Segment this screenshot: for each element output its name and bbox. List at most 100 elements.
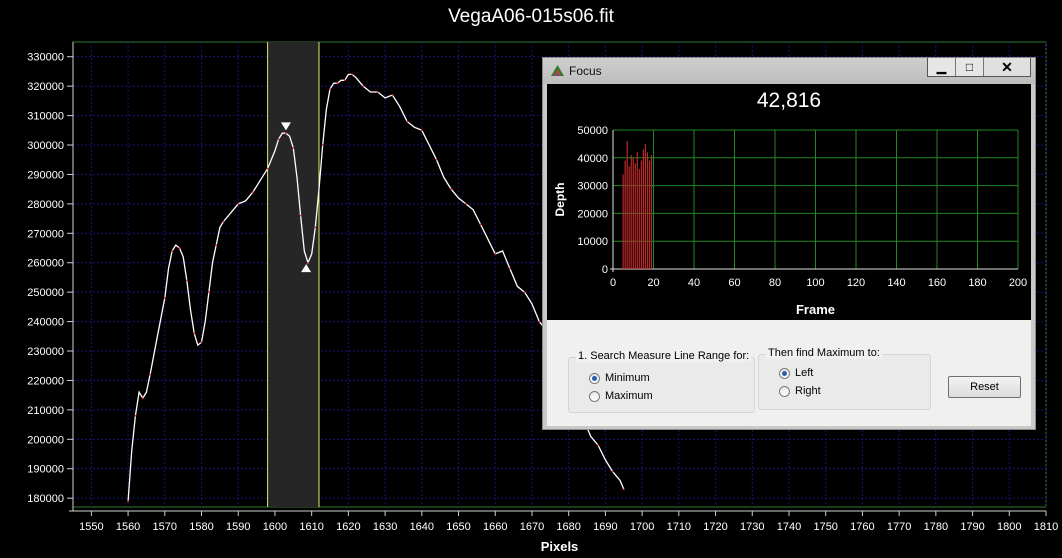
minimum-marker [301, 264, 312, 273]
x-tick-label: 1650 [446, 521, 470, 533]
y-tick-label: 250000 [27, 287, 64, 299]
focus-display: 0 20 40 60 80 100 120 140 160 180 200 0 10000 20000 30… [547, 84, 1031, 320]
depth-x-tick-label: 120 [847, 277, 865, 289]
search-range-group: 1. Search Measure Line Range for: Minimu… [568, 350, 755, 413]
profile-point [222, 220, 225, 223]
y-tick-label: 210000 [27, 405, 64, 417]
depth-x-axis-label: Frame [796, 302, 835, 317]
depth-x-tick-label: 140 [887, 277, 905, 289]
radio-minimum[interactable]: Minimum [589, 372, 650, 384]
close-button[interactable]: ✕ [984, 58, 1031, 76]
profile-point [141, 397, 144, 400]
depth-bar [638, 168, 640, 269]
y-tick-label: 280000 [27, 199, 64, 211]
depth-y-tick-label: 10000 [577, 236, 608, 248]
radio-maximum-indicator[interactable] [589, 390, 600, 402]
x-tick-label: 1700 [630, 521, 654, 533]
profile-point [321, 144, 324, 146]
profile-point [200, 341, 203, 344]
depth-bar [628, 166, 630, 269]
depth-y-axis-label: Depth [553, 183, 567, 217]
profile-point [134, 414, 137, 417]
radio-maximum[interactable]: Maximum [589, 390, 653, 402]
search-range-group-title: 1. Search Measure Line Range for: [576, 350, 752, 362]
profile-point [479, 223, 482, 226]
y-tick-label: 300000 [27, 140, 64, 152]
x-tick-label: 1580 [189, 521, 213, 533]
profile-point [597, 444, 599, 447]
depth-y-tick-label: 30000 [577, 181, 608, 193]
focus-window[interactable]: Focus ▁ □ ✕ 0 20 40 60 80 100 120 140 160 180 200 0… [542, 57, 1036, 430]
x-tick-label: 1800 [997, 521, 1021, 533]
profile-point [351, 73, 353, 76]
y-tick-label: 200000 [27, 434, 64, 446]
profile-point [622, 488, 625, 491]
depth-bar [632, 157, 634, 269]
profile-point [185, 279, 188, 282]
radio-minimum-indicator[interactable] [589, 372, 600, 384]
x-tick-label: 1680 [556, 521, 580, 533]
x-tick-label: 1670 [520, 521, 544, 533]
profile-point [435, 158, 438, 161]
depth-bar [650, 155, 653, 269]
profile-point [215, 244, 218, 246]
profile-point [237, 202, 240, 205]
profile-line [127, 73, 625, 502]
radio-left[interactable]: Left [779, 367, 813, 379]
minimize-button[interactable]: ▁ [928, 58, 957, 76]
depth-bar [642, 149, 644, 269]
depth-x-tick-label: 0 [610, 277, 616, 289]
x-tick-label: 1740 [777, 521, 801, 533]
depth-chart: 0 20 40 60 80 100 120 140 160 180 200 0 10000 20000 30… [553, 125, 1027, 317]
profile-point [523, 291, 526, 294]
y-tick-label: 320000 [27, 81, 64, 93]
profile-point [307, 261, 309, 264]
profile-point [127, 500, 129, 503]
x-tick-label: 1790 [960, 521, 984, 533]
radio-left-indicator[interactable] [779, 367, 790, 379]
x-tick-label: 1770 [887, 521, 911, 533]
profile-point [343, 79, 346, 82]
depth-x-tick-label: 200 [1009, 277, 1027, 289]
focus-window-body: 0 20 40 60 80 100 120 140 160 180 200 0 10000 20000 30… [547, 84, 1031, 426]
x-tick-label: 1750 [813, 521, 837, 533]
x-tick-label: 1640 [410, 521, 434, 533]
depth-bar [640, 160, 642, 269]
y-tick-label: 290000 [27, 169, 64, 181]
x-tick-label: 1780 [924, 521, 948, 533]
chart-title: VegaA06-015s06.fit [448, 6, 614, 27]
profile-point [171, 250, 174, 252]
maximize-button[interactable]: □ [956, 58, 985, 76]
profile-point [163, 297, 166, 299]
depth-bar [648, 160, 651, 269]
x-tick-label: 1600 [263, 521, 287, 533]
depth-bar [624, 160, 626, 269]
y-tick-label: 230000 [27, 346, 64, 358]
depth-x-tick-label: 40 [688, 277, 700, 289]
x-tick-label: 1810 [1034, 521, 1058, 533]
depth-bar [630, 155, 632, 269]
profile-point [450, 188, 453, 191]
y-tick-label: 260000 [27, 258, 64, 270]
x-tick-label: 1760 [850, 521, 874, 533]
focus-window-titlebar[interactable]: Focus ▁ □ ✕ [543, 58, 1035, 84]
depth-x-tick-label: 100 [806, 277, 824, 289]
profile-point [391, 94, 394, 96]
profile-point [285, 132, 287, 135]
direction-group-title: Then find Maximum to: [766, 347, 882, 359]
profile-point [329, 88, 331, 90]
measure-range-band [267, 42, 320, 507]
depth-y-tick-label: 40000 [577, 153, 608, 165]
y-tick-label: 240000 [27, 317, 64, 329]
profile-point [406, 120, 409, 123]
radio-right[interactable]: Right [779, 385, 821, 397]
reset-button[interactable]: Reset [948, 376, 1021, 398]
x-tick-label: 1620 [336, 521, 360, 533]
profile-point [336, 82, 339, 85]
y-tick-label: 220000 [27, 375, 64, 387]
profile-point [509, 267, 511, 270]
profile-point [149, 373, 152, 376]
radio-right-indicator[interactable] [779, 385, 790, 397]
depth-bar [622, 174, 624, 269]
depth-bar [646, 152, 649, 269]
